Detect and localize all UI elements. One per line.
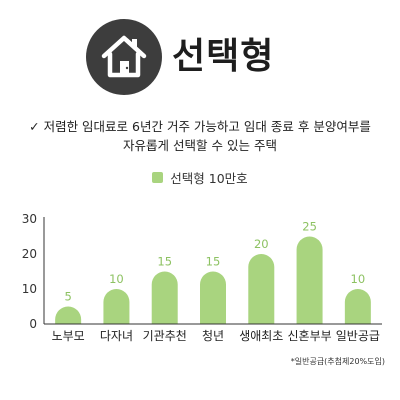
data-label: 10 <box>351 272 366 286</box>
bar <box>151 271 178 324</box>
description-line-1: ✓ 저렴한 임대료로 6년간 거주 가능하고 임대 종료 후 분양여부를 <box>29 119 371 134</box>
data-label: 10 <box>109 272 124 286</box>
x-tick-label: 기관추천 <box>143 328 187 343</box>
bar <box>344 289 371 324</box>
legend-label: 선택형 10만호 <box>170 171 248 186</box>
bar <box>248 254 275 324</box>
bar <box>296 236 323 324</box>
bar <box>200 271 226 324</box>
footnote: *일반공급(추첨제20%도입) <box>290 357 385 366</box>
data-label: 20 <box>254 237 269 251</box>
data-label: 25 <box>302 220 317 234</box>
x-tick-label: 생애최초 <box>239 329 283 343</box>
description-line-2: 자유롭게 선택할 수 있는 주택 <box>123 138 277 153</box>
bar <box>55 306 82 324</box>
description: ✓ 저렴한 임대료로 6년간 거주 가능하고 임대 종료 후 분양여부를 자유롭… <box>10 117 390 155</box>
data-label: 15 <box>157 255 172 269</box>
x-tick-label: 일반공급 <box>336 329 380 343</box>
data-label: 5 <box>64 290 71 304</box>
x-tick-label: 노부모 <box>52 329 85 343</box>
page-title: 선택형 <box>172 36 275 77</box>
data-label: 15 <box>206 255 221 269</box>
bar <box>103 289 130 324</box>
x-tick-label: 청년 <box>202 329 224 343</box>
bar-chart: 0 10 20 30 5 노부모 10 다자녀 15 기관추천 15 청년 20 생애최초 25 신혼부부 10… <box>22 212 382 343</box>
y-tick-label: 20 <box>22 247 37 261</box>
legend-swatch <box>152 172 164 183</box>
chart-legend: 선택형 10만호 <box>0 168 400 187</box>
y-tick-label: 0 <box>29 317 37 331</box>
y-tick-label: 30 <box>22 212 37 226</box>
x-tick-label: 신혼부부 <box>287 329 331 343</box>
y-tick-label: 10 <box>22 282 37 296</box>
x-tick-label: 다자녀 <box>100 329 133 343</box>
house-icon <box>86 19 162 95</box>
